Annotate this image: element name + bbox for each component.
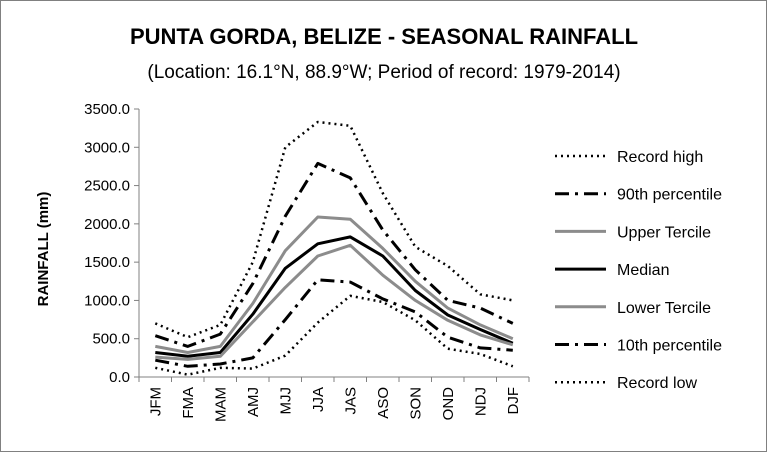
y-tick-label: 0.0 [109,369,130,386]
x-tick-label: FMA [180,387,197,419]
legend-entry: 10th percentile [617,338,722,355]
x-tick-label: MAM [212,387,229,422]
y-tick-label: 500.0 [92,331,130,348]
x-tick-label: SON [407,387,424,420]
x-tick-label: JFM [147,387,164,416]
x-tick-label: OND [440,387,457,421]
y-tick-label: 1500.0 [84,254,130,271]
series-line-record-high [154,120,514,339]
series-line-10th-percentile [155,278,513,368]
series-line-lower-tercile [155,243,514,361]
x-tick-label: AMJ [245,387,262,417]
x-tick-label: JJA [310,387,327,412]
chart-title: PUNTA GORDA, BELIZE - SEASONAL RAINFALL [130,24,638,49]
x-tick-label: NDJ [472,387,489,416]
series-line-median [155,235,514,358]
legend-entry: Upper Tercile [617,224,711,241]
y-tick-label: 3000.0 [84,139,130,156]
x-tick-label: DJF [505,387,522,415]
series-line-record-low [155,294,514,376]
x-tick-label: ASO [375,387,392,419]
series-line-90th-percentile [154,161,514,348]
legend-entry: Record high [617,149,703,166]
y-tick-label: 3500.0 [84,101,130,118]
legend-entry: Median [617,262,669,279]
x-tick-label: MJJ [277,387,294,415]
series-line-upper-tercile [155,215,514,354]
legend-entry: 90th percentile [617,187,722,204]
legend-entry: Lower Tercile [617,300,711,317]
y-tick-label: 1000.0 [84,292,130,309]
y-axis-label: RAINFALL (mm) [35,192,52,307]
x-tick-label: JAS [342,387,359,415]
y-tick-label: 2500.0 [84,178,130,195]
y-tick-label: 2000.0 [84,216,130,233]
legend-entry: Record low [617,375,697,392]
chart-subtitle: (Location: 16.1°N, 88.9°W; Period of rec… [147,62,620,83]
